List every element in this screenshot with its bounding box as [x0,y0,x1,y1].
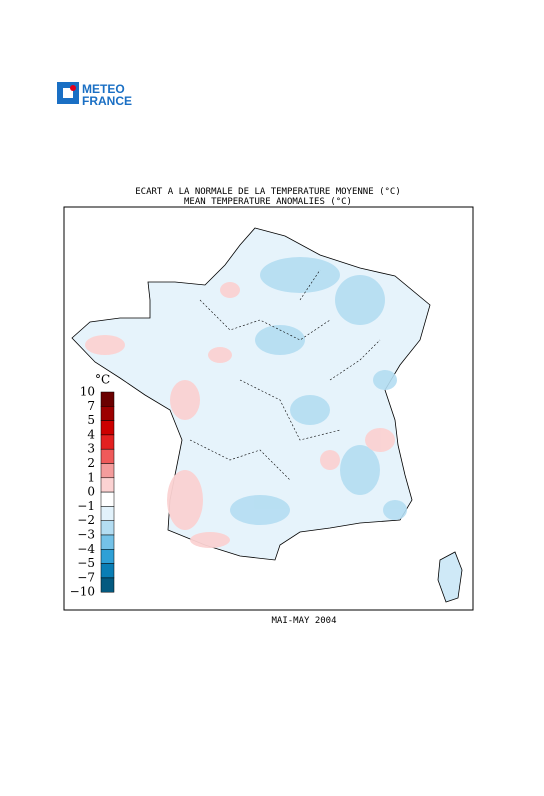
title-en: MEAN TEMPERATURE ANOMALIES (°C) [184,197,352,207]
legend-swatch [100,406,115,421]
legend-label: −2 [77,513,95,527]
legend-label: 3 [87,442,95,456]
borders [189,269,381,481]
date: MAI-MAY 2004 [271,616,336,626]
legend-swatch [100,563,115,579]
legend-swatch [100,491,115,507]
legend-label: 1 [87,470,95,484]
map [71,227,463,603]
logo-text: METEO [82,82,125,96]
corsica [437,551,463,603]
legend-label: −3 [77,528,95,542]
legend-label: 0 [87,485,95,499]
legend-swatch [100,534,115,550]
logo-dot [70,85,76,91]
legend-label: −4 [77,542,95,556]
logo-text: FRANCE [82,94,132,108]
legend-swatch [100,391,115,407]
legend-label: −10 [70,585,95,599]
legend-label: 2 [87,456,95,470]
legend-swatch [100,549,115,564]
legend-label: −7 [77,570,95,584]
map-frame [63,206,474,611]
legend-swatch [100,448,115,464]
legend-swatch [100,577,115,593]
title-fr: ECART A LA NORMALE DE LA TEMPERATURE MOY… [135,187,401,197]
legend-swatch [100,434,115,450]
legend-label: 7 [87,399,95,413]
legend-swatch [100,477,115,493]
legend-swatch [100,520,115,536]
legend-label: 10 [80,385,95,399]
legend-unit: °C [95,373,110,387]
legend-label: −1 [77,499,95,513]
legend-label: 4 [87,427,95,441]
logo-icon-inner [63,88,73,98]
legend-swatch [100,420,115,436]
logo: METEO FRANCE [57,82,132,108]
legend-swatch [100,463,115,479]
legend-label: −5 [77,556,95,570]
legend-swatch [100,506,115,521]
legend-label: 5 [87,413,95,427]
